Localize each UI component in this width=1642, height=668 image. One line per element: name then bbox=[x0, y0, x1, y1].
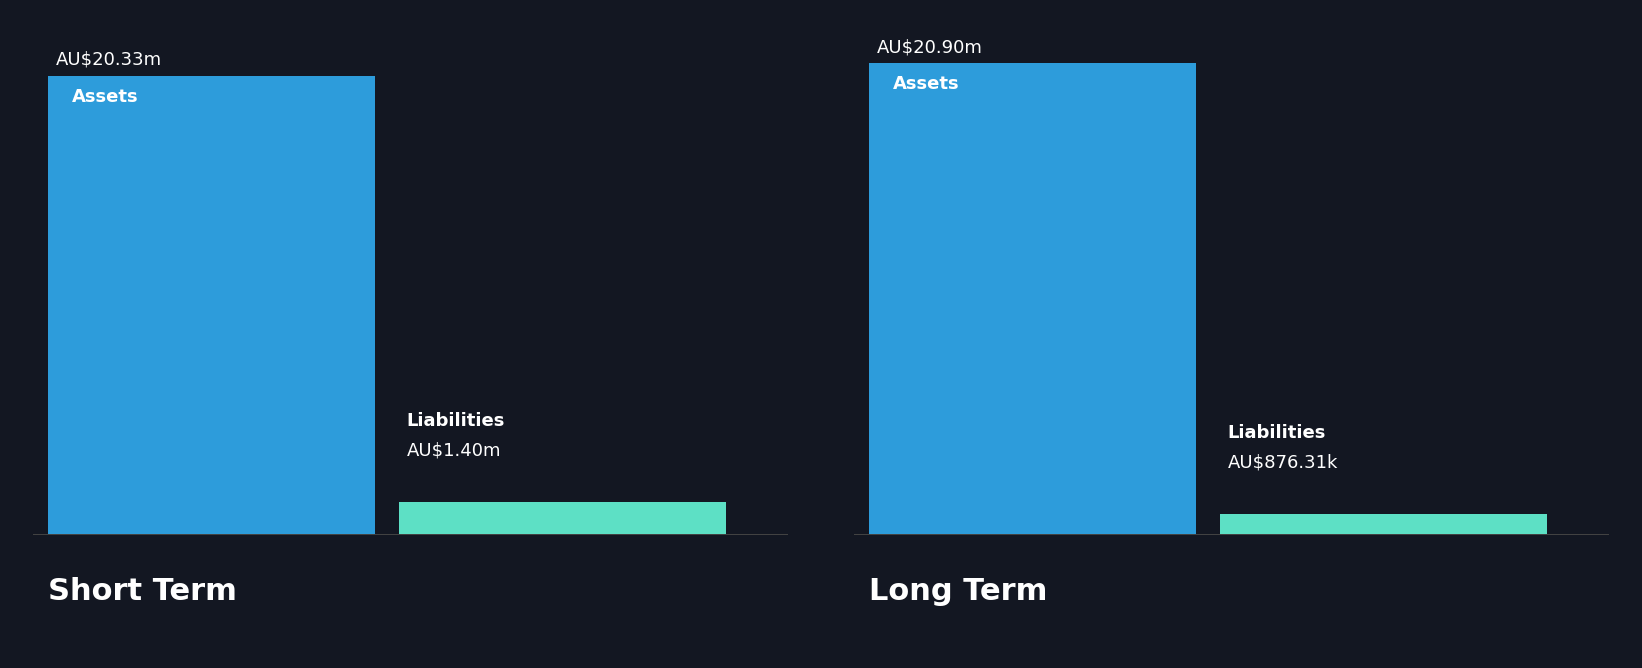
Text: AU$20.33m: AU$20.33m bbox=[56, 51, 163, 69]
Bar bbox=[48, 75, 376, 534]
Text: Assets: Assets bbox=[72, 88, 138, 106]
Text: Assets: Assets bbox=[893, 75, 959, 93]
Bar bbox=[1220, 514, 1547, 534]
Text: AU$20.90m: AU$20.90m bbox=[877, 38, 984, 56]
Text: Liabilities: Liabilities bbox=[1228, 424, 1327, 442]
Bar bbox=[869, 63, 1197, 534]
Text: Long Term: Long Term bbox=[869, 576, 1048, 606]
Text: Short Term: Short Term bbox=[48, 576, 238, 606]
Text: AU$876.31k: AU$876.31k bbox=[1228, 454, 1338, 472]
Bar bbox=[399, 502, 726, 534]
Text: Liabilities: Liabilities bbox=[407, 412, 506, 430]
Text: AU$1.40m: AU$1.40m bbox=[407, 442, 501, 460]
